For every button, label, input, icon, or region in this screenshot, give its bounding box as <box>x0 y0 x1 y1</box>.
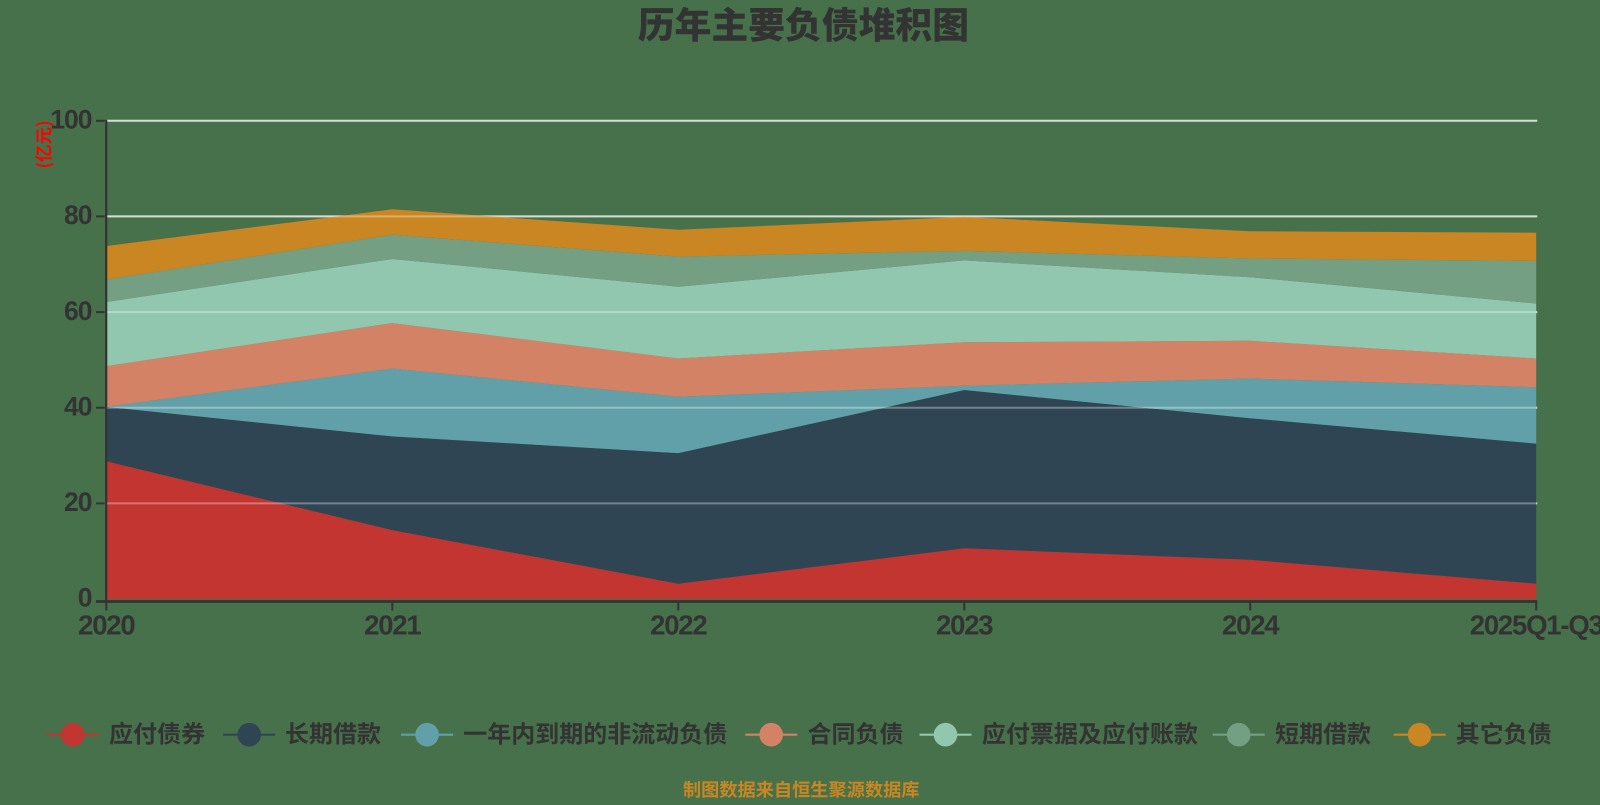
svg-text:2023: 2023 <box>936 610 993 641</box>
svg-text:2025Q1-Q3: 2025Q1-Q3 <box>1470 610 1600 641</box>
svg-text:2021: 2021 <box>364 610 421 641</box>
svg-text:60: 60 <box>64 296 92 326</box>
svg-text:2022: 2022 <box>650 610 707 641</box>
svg-text:0: 0 <box>78 583 92 613</box>
svg-text:20: 20 <box>64 487 92 517</box>
svg-text:2020: 2020 <box>78 610 135 641</box>
svg-text:80: 80 <box>64 200 92 230</box>
svg-text:40: 40 <box>64 391 92 421</box>
svg-text:2024: 2024 <box>1222 610 1280 641</box>
svg-text:100: 100 <box>50 105 91 135</box>
